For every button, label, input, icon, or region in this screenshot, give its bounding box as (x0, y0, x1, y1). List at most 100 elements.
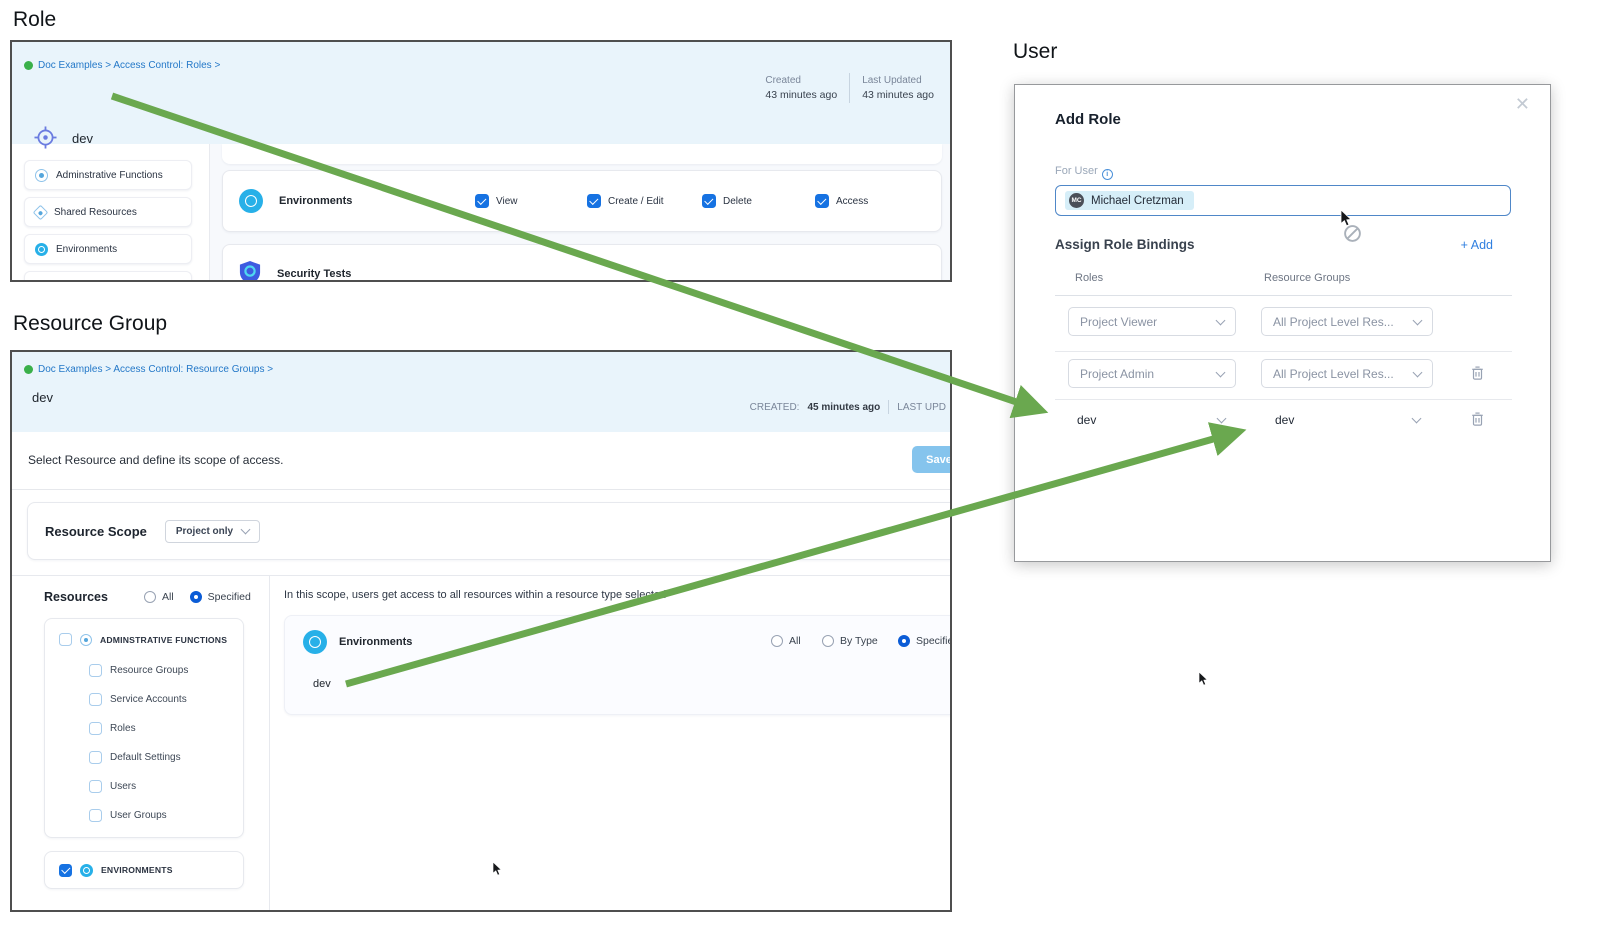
user-select-input[interactable]: MC Michael Cretzman (1055, 185, 1511, 216)
permissions-row-environments: Environments View Create / Edit Delete A… (222, 170, 942, 232)
resource-scope-value: Project only (175, 525, 234, 537)
divider (1055, 295, 1512, 296)
security-tests-icon (239, 260, 261, 280)
resources-radio-all[interactable]: All (144, 591, 174, 603)
checkbox-icon[interactable] (89, 722, 102, 735)
sidebar-item-administrative-functions[interactable]: Adminstrative Functions (24, 160, 192, 190)
environments-icon (35, 242, 48, 256)
checkbox-checked-icon[interactable] (815, 194, 829, 208)
scope-radio-specified[interactable]: Specified (898, 635, 950, 647)
checkbox-checked-icon[interactable] (587, 194, 601, 208)
chevron-down-icon (1412, 367, 1423, 377)
checkbox-icon[interactable] (59, 633, 72, 646)
cursor-icon (1198, 671, 1210, 692)
tree-parent-admin-functions[interactable]: ADMINSTRATIVE FUNCTIONS (59, 633, 227, 646)
permission-delete[interactable]: Delete (702, 194, 752, 208)
tree-item-users[interactable]: Users (89, 780, 136, 793)
trash-icon[interactable] (1470, 365, 1485, 386)
checkbox-checked-icon[interactable] (702, 194, 716, 208)
binding-resource-group-select[interactable]: All Project Level Res... (1261, 307, 1433, 336)
sidebar-item-partial[interactable] (24, 271, 192, 280)
role-target-icon (32, 124, 59, 156)
resource-scope-card: Resource Scope Project only (27, 502, 950, 560)
checkbox-checked-icon[interactable] (475, 194, 489, 208)
radio-label: By Type (840, 635, 878, 647)
resource-scope-select[interactable]: Project only (164, 519, 261, 543)
tree-item-user-groups[interactable]: User Groups (89, 809, 167, 822)
binding-role-select[interactable]: dev (1077, 413, 1097, 427)
select-value: Project Admin (1080, 366, 1155, 381)
resource-tree-card: ADMINSTRATIVE FUNCTIONS Resource Groups … (44, 618, 244, 838)
resource-group-panel: Doc Examples > Access Control: Resource … (10, 350, 952, 912)
scope-radio-all[interactable]: All (771, 635, 801, 647)
scope-note: In this scope, users get access to all r… (284, 589, 667, 601)
tree-item-roles[interactable]: Roles (89, 722, 136, 735)
checkbox-icon[interactable] (89, 809, 102, 822)
select-value: All Project Level Res... (1273, 366, 1394, 381)
select-value: All Project Level Res... (1273, 314, 1394, 329)
chevron-down-icon[interactable] (1216, 413, 1227, 424)
sidebar-item-label: Environments (56, 243, 118, 255)
checkbox-icon[interactable] (89, 693, 102, 706)
permission-access[interactable]: Access (815, 194, 868, 208)
chevron-down-icon[interactable] (1411, 413, 1422, 424)
divider (1055, 351, 1512, 352)
permission-label: View (496, 195, 518, 207)
radio-label: All (789, 635, 801, 647)
tree-item-service-accounts[interactable]: Service Accounts (89, 693, 187, 706)
scope-row-label: Environments (339, 636, 413, 648)
checkbox-checked-icon[interactable] (59, 863, 72, 877)
resource-group-section-title: Resource Group (13, 312, 168, 335)
radio-icon[interactable] (822, 635, 834, 647)
tree-parent-environments[interactable]: ENVIRONMENTS (44, 851, 244, 889)
info-icon[interactable]: i (1101, 169, 1113, 180)
sidebar-item-shared-resources[interactable]: Shared Resources (24, 197, 192, 227)
role-panel: Doc Examples > Access Control: Roles > d… (10, 40, 952, 282)
rg-breadcrumb[interactable]: Doc Examples > Access Control: Resource … (24, 364, 273, 375)
tree-item-default-settings[interactable]: Default Settings (89, 751, 181, 764)
resources-header: Resources All Specified (44, 590, 251, 604)
permissions-row-label: Environments (279, 195, 353, 207)
column-header-resource-groups: Resource Groups (1264, 272, 1351, 284)
rg-toolbar: Select Resource and define its scope of … (12, 432, 950, 490)
sidebar-item-environments[interactable]: Environments (24, 234, 192, 264)
close-icon[interactable]: ✕ (1514, 94, 1530, 114)
breadcrumb-text[interactable]: Doc Examples > Access Control: Resource … (38, 364, 274, 375)
binding-role-select[interactable]: Project Admin (1068, 359, 1236, 388)
user-chip[interactable]: MC Michael Cretzman (1065, 191, 1194, 210)
binding-role-select[interactable]: Project Viewer (1068, 307, 1236, 336)
avatar: MC (1069, 193, 1084, 208)
resources-radio-specified[interactable]: Specified (189, 591, 251, 603)
permission-view[interactable]: View (475, 194, 518, 208)
created-value: 45 minutes ago (807, 401, 881, 413)
radio-selected-icon[interactable] (189, 591, 202, 603)
breadcrumb-text[interactable]: Doc Examples > Access Control: Roles > (38, 60, 221, 71)
created-label: Created (765, 75, 801, 86)
chevron-down-icon (240, 524, 251, 535)
tree-item-label: Roles (110, 723, 136, 734)
permission-create-edit[interactable]: Create / Edit (587, 194, 664, 208)
scope-radio-by-type[interactable]: By Type (822, 635, 878, 647)
binding-resource-group-select[interactable]: All Project Level Res... (1261, 359, 1433, 388)
scope-environments-card: Environments All By Type Specified dev (284, 615, 950, 715)
radio-icon[interactable] (771, 635, 783, 647)
binding-resource-group-select[interactable]: dev (1275, 413, 1295, 427)
updated-label: Last Updated (862, 75, 922, 86)
checkbox-icon[interactable] (89, 780, 102, 793)
updated-label: LAST UPD (897, 401, 946, 413)
tree-item-resource-groups[interactable]: Resource Groups (89, 664, 188, 677)
user-section-title: User (1013, 40, 1058, 63)
trash-icon[interactable] (1470, 411, 1485, 432)
radio-icon[interactable] (144, 591, 156, 603)
tree-item-label: Users (110, 781, 137, 792)
rg-body: Resources All Specified ADMINSTRATIVE FU… (12, 575, 950, 910)
checkbox-icon[interactable] (89, 751, 102, 764)
radio-selected-icon[interactable] (898, 635, 910, 647)
save-button[interactable]: Save (912, 446, 950, 473)
add-binding-button[interactable]: + Add (1460, 238, 1493, 252)
rg-instruction: Select Resource and define its scope of … (28, 453, 284, 467)
role-name: dev (72, 131, 93, 146)
checkbox-icon[interactable] (89, 664, 102, 677)
role-breadcrumb[interactable]: Doc Examples > Access Control: Roles > (24, 60, 220, 71)
select-value: Project Viewer (1080, 314, 1158, 329)
